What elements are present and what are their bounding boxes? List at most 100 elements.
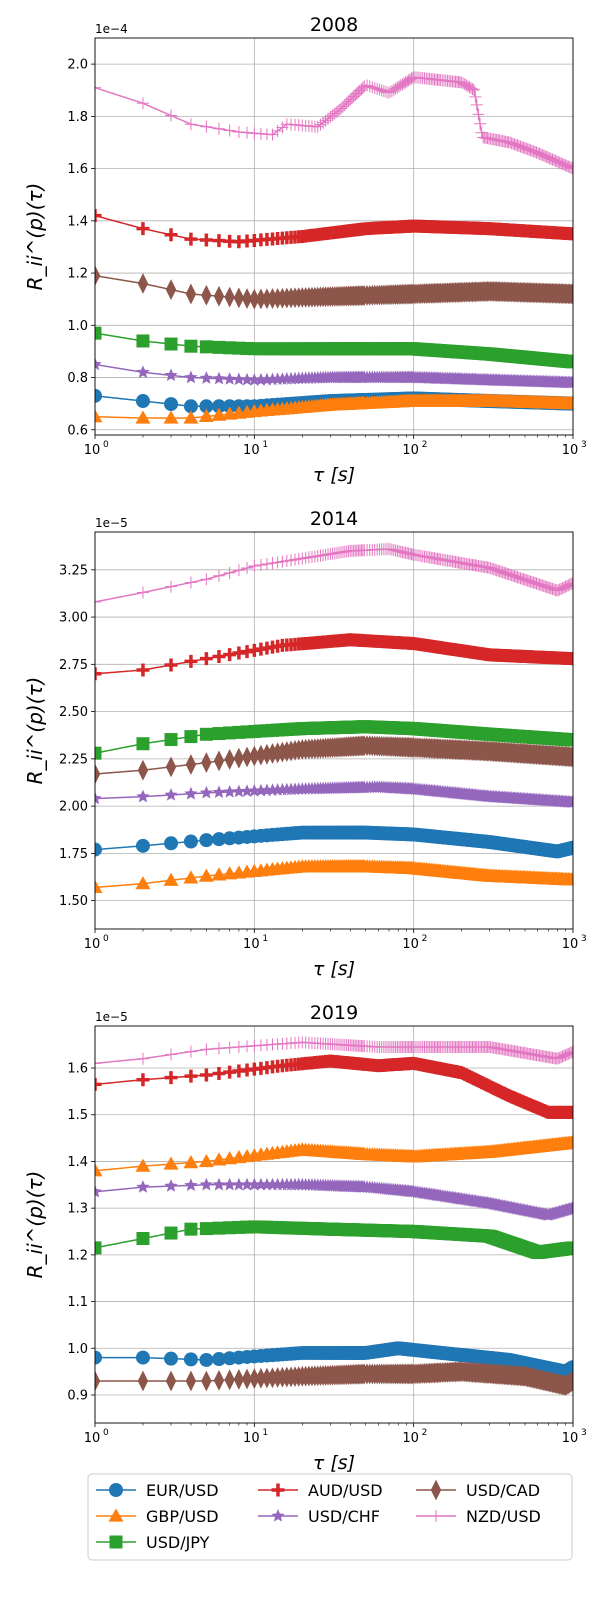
chart-title: 2019 — [310, 1002, 358, 1024]
data-point — [565, 795, 573, 808]
data-point — [135, 838, 150, 853]
plot-frame — [94, 1025, 574, 1424]
data-point — [241, 746, 253, 768]
data-point — [184, 1045, 197, 1058]
data-point — [199, 727, 213, 741]
x-tick-exponent: 0 — [103, 934, 109, 944]
data-point — [565, 1201, 573, 1214]
legend-item-GBP/USD: GBP/USD — [96, 1507, 219, 1526]
y-tick-label: 2.75 — [59, 658, 88, 673]
x-tick-exponent: 2 — [422, 1428, 428, 1438]
data-point — [460, 79, 473, 92]
data-point — [223, 1041, 236, 1054]
legend-marker-icon — [430, 1479, 442, 1501]
x-tick-label: 10 — [243, 937, 260, 952]
data-point — [213, 1369, 225, 1391]
series-markers-GBP/USD — [95, 393, 573, 424]
y-axis-label: R_ii^(p)(τ) — [23, 677, 47, 785]
series-group — [95, 543, 573, 894]
chart-title: 2008 — [310, 14, 358, 36]
series-markers-NZD/USD — [95, 543, 573, 608]
data-point — [366, 81, 379, 94]
data-point — [465, 82, 477, 95]
legend-label: NZD/USD — [466, 1507, 541, 1526]
y-tick-label: 1.6 — [67, 1062, 88, 1077]
series-markers-GBP/USD — [95, 859, 573, 894]
data-point — [212, 1221, 226, 1235]
data-point — [261, 1367, 273, 1389]
legend-marker-icon — [109, 1483, 123, 1497]
data-point — [240, 372, 254, 386]
data-point — [361, 79, 374, 92]
data-point — [212, 122, 225, 135]
data-point — [184, 1069, 198, 1083]
data-point — [254, 558, 267, 571]
chart-title: 2014 — [310, 508, 358, 530]
data-point — [567, 1370, 573, 1392]
data-point — [184, 232, 198, 246]
data-point — [495, 565, 508, 578]
data-point — [474, 117, 487, 130]
data-point — [212, 371, 226, 385]
y-tick-label: 2.25 — [59, 752, 88, 767]
x-axis-label: τ [s] — [313, 464, 355, 486]
x-tick-exponent: 0 — [103, 440, 109, 450]
data-point — [164, 1071, 178, 1085]
data-point — [199, 1222, 213, 1236]
series-markers-USD/JPY — [95, 720, 573, 760]
data-point — [241, 1368, 253, 1390]
data-point — [165, 1370, 177, 1392]
data-point — [95, 1350, 102, 1365]
data-point — [135, 1158, 151, 1172]
data-point — [165, 279, 177, 301]
data-point — [199, 1352, 214, 1367]
data-point — [566, 1241, 573, 1255]
data-point — [565, 396, 573, 410]
data-point — [566, 355, 573, 369]
plot-frame — [94, 531, 574, 930]
data-point — [565, 1135, 573, 1149]
data-point — [136, 1232, 150, 1246]
data-point — [565, 872, 573, 886]
data-point — [200, 120, 213, 133]
series-markers-USD/CHF — [95, 780, 573, 808]
data-point — [184, 1178, 198, 1192]
data-point — [469, 90, 482, 103]
data-point — [565, 840, 573, 855]
data-point — [201, 752, 212, 774]
series-markers-EUR/USD — [95, 825, 573, 859]
data-point — [249, 288, 260, 310]
data-point — [232, 564, 245, 577]
data-point — [164, 1351, 179, 1366]
data-point — [183, 870, 199, 884]
x-tick-exponent: 1 — [262, 934, 268, 944]
data-point — [241, 288, 253, 309]
data-point — [232, 1177, 246, 1191]
series-markers-USD/JPY — [95, 326, 573, 369]
legend-marker-icon — [271, 1509, 285, 1522]
plot-frame — [94, 37, 574, 436]
data-point — [232, 126, 245, 139]
y-tick-label: 1.4 — [67, 214, 88, 229]
data-point — [135, 876, 151, 890]
data-point — [164, 228, 178, 242]
data-point — [163, 1156, 179, 1170]
y-axis-label: R_ii^(p)(τ) — [23, 1171, 47, 1279]
data-point — [185, 754, 197, 775]
data-point — [184, 1222, 198, 1236]
data-point — [164, 337, 178, 351]
data-point — [565, 161, 573, 174]
y-tick-label: 1.0 — [67, 1342, 88, 1357]
data-point — [398, 77, 411, 90]
data-point — [163, 872, 179, 886]
data-point — [95, 209, 102, 223]
data-point — [136, 789, 150, 803]
y-tick-label: 1.75 — [59, 847, 88, 862]
legend-item-USD/CAD: USD/CAD — [416, 1479, 540, 1501]
data-point — [240, 784, 254, 797]
data-point — [164, 1179, 178, 1192]
data-point — [136, 737, 150, 751]
data-point — [393, 80, 406, 93]
x-tick-exponent: 3 — [581, 1428, 587, 1438]
x-tick-exponent: 3 — [581, 934, 587, 944]
